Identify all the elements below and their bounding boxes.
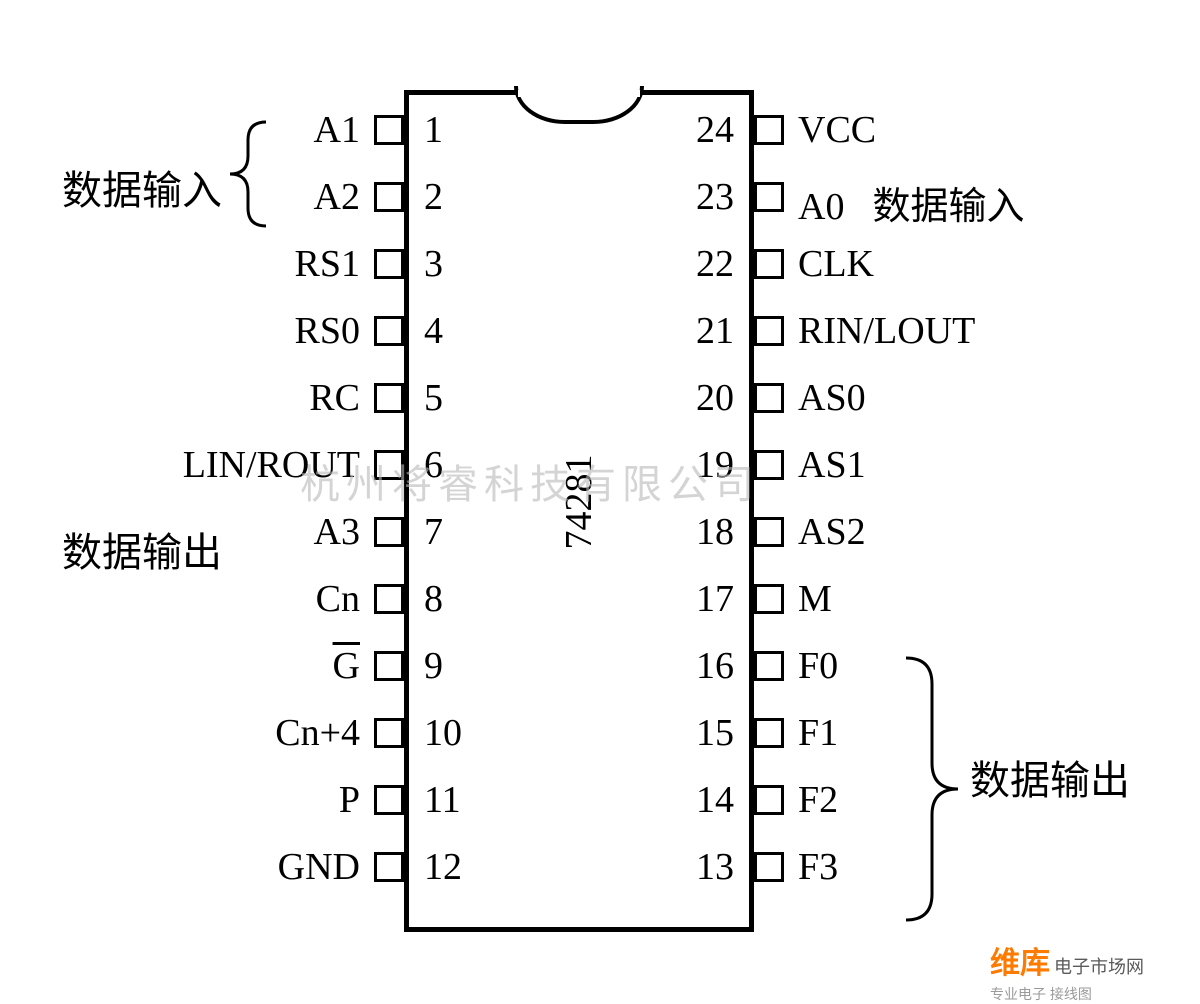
annot-left-data-in: 数据输入	[62, 158, 222, 216]
annot-right-data-out: 数据输出	[970, 748, 1130, 806]
footer-subline: 专业电子 接线图	[990, 984, 1144, 1004]
footer-brand-suffix: 电子市场网	[1054, 957, 1144, 977]
annot-left-data-out: 数据输出	[62, 520, 222, 578]
footer-logo: 维库电子市场网专业电子 接线图	[990, 938, 1144, 1004]
footer-brand-cn: 维库	[990, 947, 1050, 980]
watermark-text: 杭州将睿科技有限公司	[300, 452, 760, 510]
